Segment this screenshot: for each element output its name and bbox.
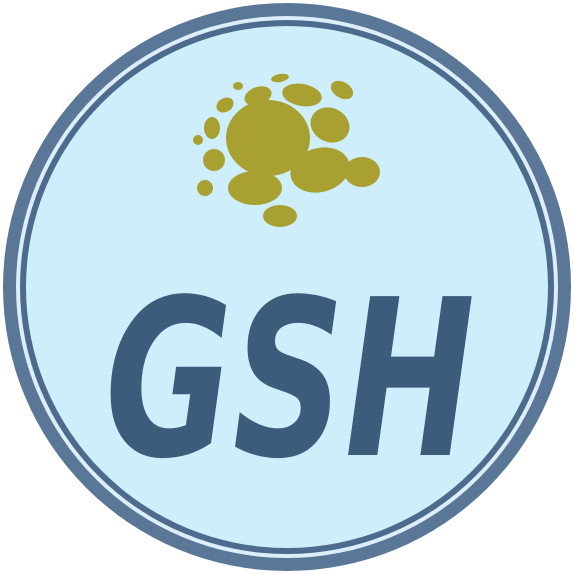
sun-dots-icon xyxy=(193,73,380,227)
logo-initials: GSH xyxy=(105,254,475,507)
badge-fill xyxy=(26,26,548,548)
